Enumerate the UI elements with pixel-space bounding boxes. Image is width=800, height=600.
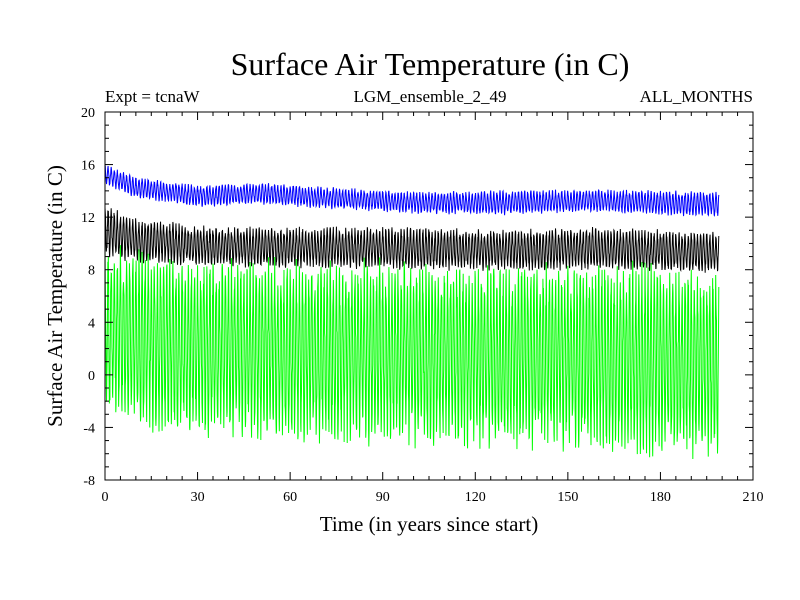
x-tick-label: 0	[102, 490, 109, 505]
x-tick-label: 30	[191, 490, 205, 505]
x-tick-label: 180	[650, 490, 671, 505]
y-tick-label: 8	[88, 264, 95, 279]
y-tick-label: 4	[88, 316, 95, 331]
x-tick-label: 90	[376, 490, 390, 505]
y-tick-label: 12	[81, 211, 95, 226]
tick-layer: 0 30 60 90 120 150 180 210 -8 -4 0 4 8 12 16 20	[81, 106, 764, 505]
series-blue	[104, 165, 720, 217]
series-black	[104, 207, 720, 273]
chart-title: Surface Air Temperature (in C)	[231, 46, 630, 82]
series-layer	[104, 165, 720, 459]
x-tick-label: 120	[465, 490, 486, 505]
y-tick-label: -8	[83, 474, 95, 489]
y-tick-label: 0	[88, 369, 95, 384]
x-tick-label: 210	[743, 490, 764, 505]
y-tick-label: -4	[83, 421, 95, 436]
x-tick-label: 60	[283, 490, 297, 505]
x-axis-label: Time (in years since start)	[320, 512, 539, 536]
experiment-label: Expt = tcnaW	[105, 87, 201, 106]
x-tick-label: 150	[557, 490, 578, 505]
y-axis-label: Surface Air Temperature (in C)	[43, 165, 67, 427]
ensemble-label: LGM_ensemble_2_49	[354, 87, 507, 106]
series-green	[104, 244, 720, 459]
y-tick-label: 20	[81, 106, 95, 121]
y-tick-label: 16	[81, 159, 95, 174]
months-label: ALL_MONTHS	[640, 87, 753, 106]
